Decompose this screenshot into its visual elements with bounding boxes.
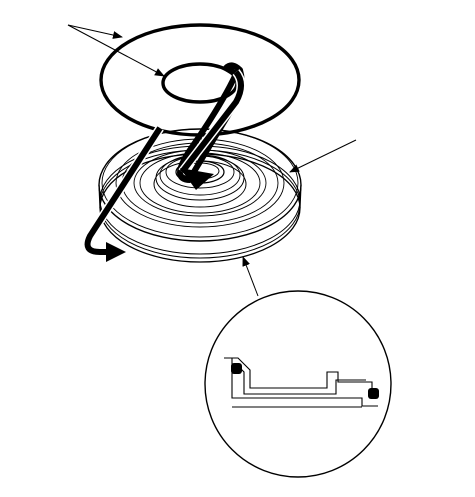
- o-ring-section-left: [231, 363, 242, 374]
- section-leader: [242, 256, 259, 297]
- o-ring-leader-outer: [67, 24, 123, 39]
- piston-top-rim: [101, 128, 299, 238]
- section-profile: [224, 357, 378, 408]
- o-ring-leader-inner: [67, 24, 165, 77]
- installation-path-upper: [179, 70, 244, 174]
- detail-circle: [204, 290, 392, 478]
- callouts: [67, 24, 357, 297]
- section-inner-profile: [237, 365, 366, 395]
- section-top-profile: [224, 357, 373, 392]
- piston-side-wall: [299, 184, 302, 209]
- o-ring-outer-edge: [99, 23, 301, 137]
- piston-cross-section: [204, 290, 392, 478]
- o-ring: [99, 23, 301, 137]
- installation-arrowhead: [180, 168, 214, 190]
- piston-leader: [289, 139, 357, 173]
- installation-path-lower: [84, 126, 163, 255]
- installation-path-arrow: [83, 62, 246, 262]
- section-bottom-profile: [224, 357, 378, 407]
- installation-arrowhead: [106, 242, 126, 262]
- o-ring-section-right: [368, 388, 379, 399]
- piston-side-wall: [98, 184, 101, 209]
